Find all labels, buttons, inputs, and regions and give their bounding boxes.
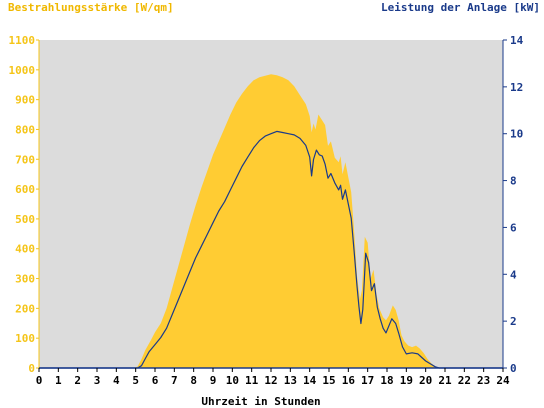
left-axis-label: Bestrahlungsstärke [W/qm] (8, 1, 174, 14)
right-tick-label: 14 (510, 34, 524, 47)
x-axis-label: Uhrzeit in Stunden (201, 395, 320, 408)
left-tick-label: 900 (15, 94, 35, 107)
x-tick-label: 9 (210, 374, 217, 387)
x-tick-label: 10 (226, 374, 239, 387)
x-tick-label: 0 (36, 374, 43, 387)
x-tick-label: 17 (361, 374, 374, 387)
right-axis-label: Leistung der Anlage [kW] (381, 1, 540, 14)
x-tick-label: 19 (400, 374, 413, 387)
x-tick-label: 12 (264, 374, 277, 387)
power-line (39, 130, 503, 369)
left-tick-label: 100 (15, 332, 35, 345)
x-tick-label: 15 (322, 374, 335, 387)
right-tick-label: 2 (510, 315, 517, 328)
left-tick-label: 1000 (9, 64, 36, 77)
x-tick-label: 22 (458, 374, 471, 387)
left-tick-label: 0 (28, 362, 35, 375)
x-tick-label: 21 (438, 374, 452, 387)
x-tick-label: 6 (152, 374, 159, 387)
x-tick-label: 18 (380, 374, 393, 387)
left-tick-label: 1100 (9, 34, 36, 47)
ticks-layer: 0100200300400500600700800900100011000246… (9, 34, 524, 387)
left-tick-label: 600 (15, 183, 35, 196)
left-tick-label: 300 (15, 273, 35, 286)
x-tick-label: 20 (419, 374, 432, 387)
right-tick-label: 0 (510, 362, 517, 375)
x-tick-label: 14 (303, 374, 317, 387)
x-tick-label: 16 (342, 374, 356, 387)
left-tick-label: 400 (15, 243, 35, 256)
x-tick-label: 24 (496, 374, 510, 387)
left-tick-label: 200 (15, 302, 35, 315)
x-tick-label: 7 (171, 374, 178, 387)
left-tick-label: 700 (15, 153, 35, 166)
right-tick-label: 8 (510, 175, 517, 188)
right-tick-label: 4 (510, 268, 517, 281)
x-tick-label: 8 (190, 374, 197, 387)
left-tick-label: 500 (15, 213, 35, 226)
left-tick-label: 800 (15, 123, 35, 136)
x-tick-label: 3 (94, 374, 101, 387)
power-line-layer (39, 130, 503, 369)
right-tick-label: 12 (510, 81, 523, 94)
x-tick-label: 23 (477, 374, 490, 387)
x-tick-label: 2 (74, 374, 81, 387)
right-tick-label: 6 (510, 221, 517, 234)
irradiance-area (39, 74, 503, 369)
irradiance-area-layer (39, 74, 503, 369)
x-tick-label: 1 (55, 374, 62, 387)
x-tick-label: 13 (284, 374, 297, 387)
x-tick-label: 11 (245, 374, 259, 387)
right-tick-label: 10 (510, 128, 523, 141)
x-tick-label: 5 (132, 374, 139, 387)
x-tick-label: 4 (113, 374, 120, 387)
